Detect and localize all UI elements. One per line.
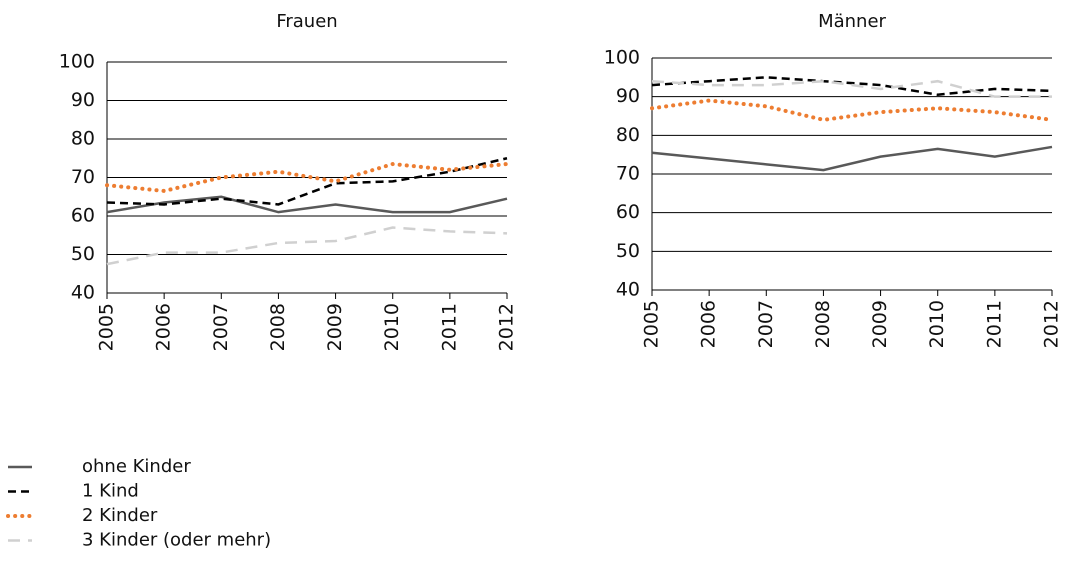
legend-label: ohne Kinder [82, 456, 191, 477]
series-line [651, 79, 1052, 98]
series-line [650, 98, 1054, 122]
chart-title: Männer [818, 11, 886, 32]
x-tick-label: 2012 [1041, 300, 1063, 348]
x-tick-label: 2005 [96, 303, 118, 351]
x-tick-label: 2010 [926, 300, 948, 348]
y-tick-label: 40 [71, 282, 95, 304]
y-tick-label: 80 [71, 128, 95, 150]
x-tick-label: 2007 [755, 300, 777, 348]
x-tick-label: 2009 [324, 303, 346, 351]
x-tick-label: 2012 [496, 303, 518, 351]
series-line [651, 76, 1053, 96]
series-line [105, 161, 509, 193]
y-tick-label: 40 [616, 279, 640, 301]
series-line [106, 157, 508, 206]
x-tick-label: 2011 [983, 300, 1005, 348]
x-tick-label: 2008 [267, 303, 289, 351]
legend-label: 3 Kinder (oder mehr) [82, 530, 271, 551]
y-tick-label: 70 [71, 166, 95, 188]
series-line [106, 195, 508, 214]
y-tick-label: 100 [59, 51, 95, 73]
x-tick-label: 2007 [210, 303, 232, 351]
series-line [651, 145, 1053, 172]
x-tick-label: 2008 [812, 300, 834, 348]
y-tick-label: 90 [71, 89, 95, 111]
y-tick-label: 60 [616, 201, 640, 223]
y-tick-label: 50 [616, 240, 640, 262]
x-tick-label: 2006 [698, 300, 720, 348]
y-tick-label: 90 [616, 85, 640, 107]
x-tick-label: 2005 [641, 300, 663, 348]
x-tick-label: 2009 [869, 300, 891, 348]
y-tick-label: 60 [71, 205, 95, 227]
chart-title: Frauen [276, 11, 337, 32]
x-tick-label: 2006 [153, 303, 175, 351]
y-tick-label: 50 [71, 243, 95, 265]
y-tick-label: 100 [604, 47, 640, 69]
x-tick-label: 2011 [438, 303, 460, 351]
y-tick-label: 70 [616, 163, 640, 185]
legend-label: 2 Kinder [82, 505, 158, 526]
legend-label: 1 Kind [82, 481, 139, 502]
series-line [106, 226, 508, 266]
y-tick-label: 80 [616, 124, 640, 146]
x-tick-label: 2010 [381, 303, 403, 351]
